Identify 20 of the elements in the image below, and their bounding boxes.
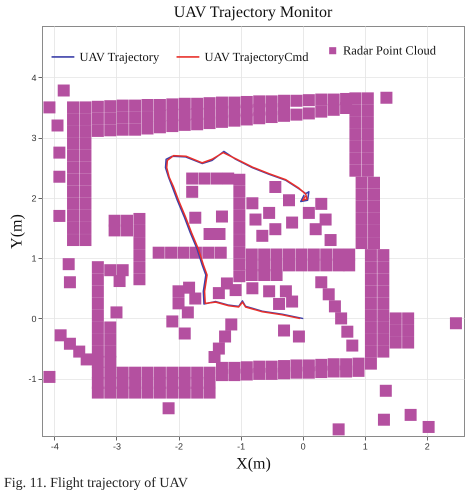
x-tick-label: -2 — [175, 442, 184, 452]
x-tick-label: -3 — [112, 442, 121, 452]
y-tick-label: 0 — [31, 314, 36, 324]
x-tick-label: 0 — [300, 442, 306, 452]
x-tick-label: -4 — [50, 442, 59, 452]
chart-title: UAV Trajectory Monitor — [174, 4, 333, 21]
y-tick-label: 4 — [31, 72, 36, 83]
x-tick-label: 2 — [424, 442, 430, 452]
y-tick-label: 2 — [31, 193, 36, 204]
x-tick-label: 1 — [362, 442, 368, 452]
legend-label: UAV Trajectory — [79, 50, 160, 64]
y-axis-title: Y(m) — [8, 214, 26, 249]
legend-label: UAV TrajectoryCmd — [204, 50, 310, 64]
y-tick-label: 3 — [31, 133, 36, 144]
legend-label: Radar Point Cloud — [342, 44, 437, 58]
caption: Fig. 11. Flight trajectory of UAV — [4, 476, 188, 491]
y-tick-label: -1 — [28, 374, 36, 384]
y-tick-label: 1 — [31, 254, 36, 264]
x-axis-title: X(m) — [236, 456, 271, 472]
x-tick-label: -1 — [237, 442, 246, 452]
